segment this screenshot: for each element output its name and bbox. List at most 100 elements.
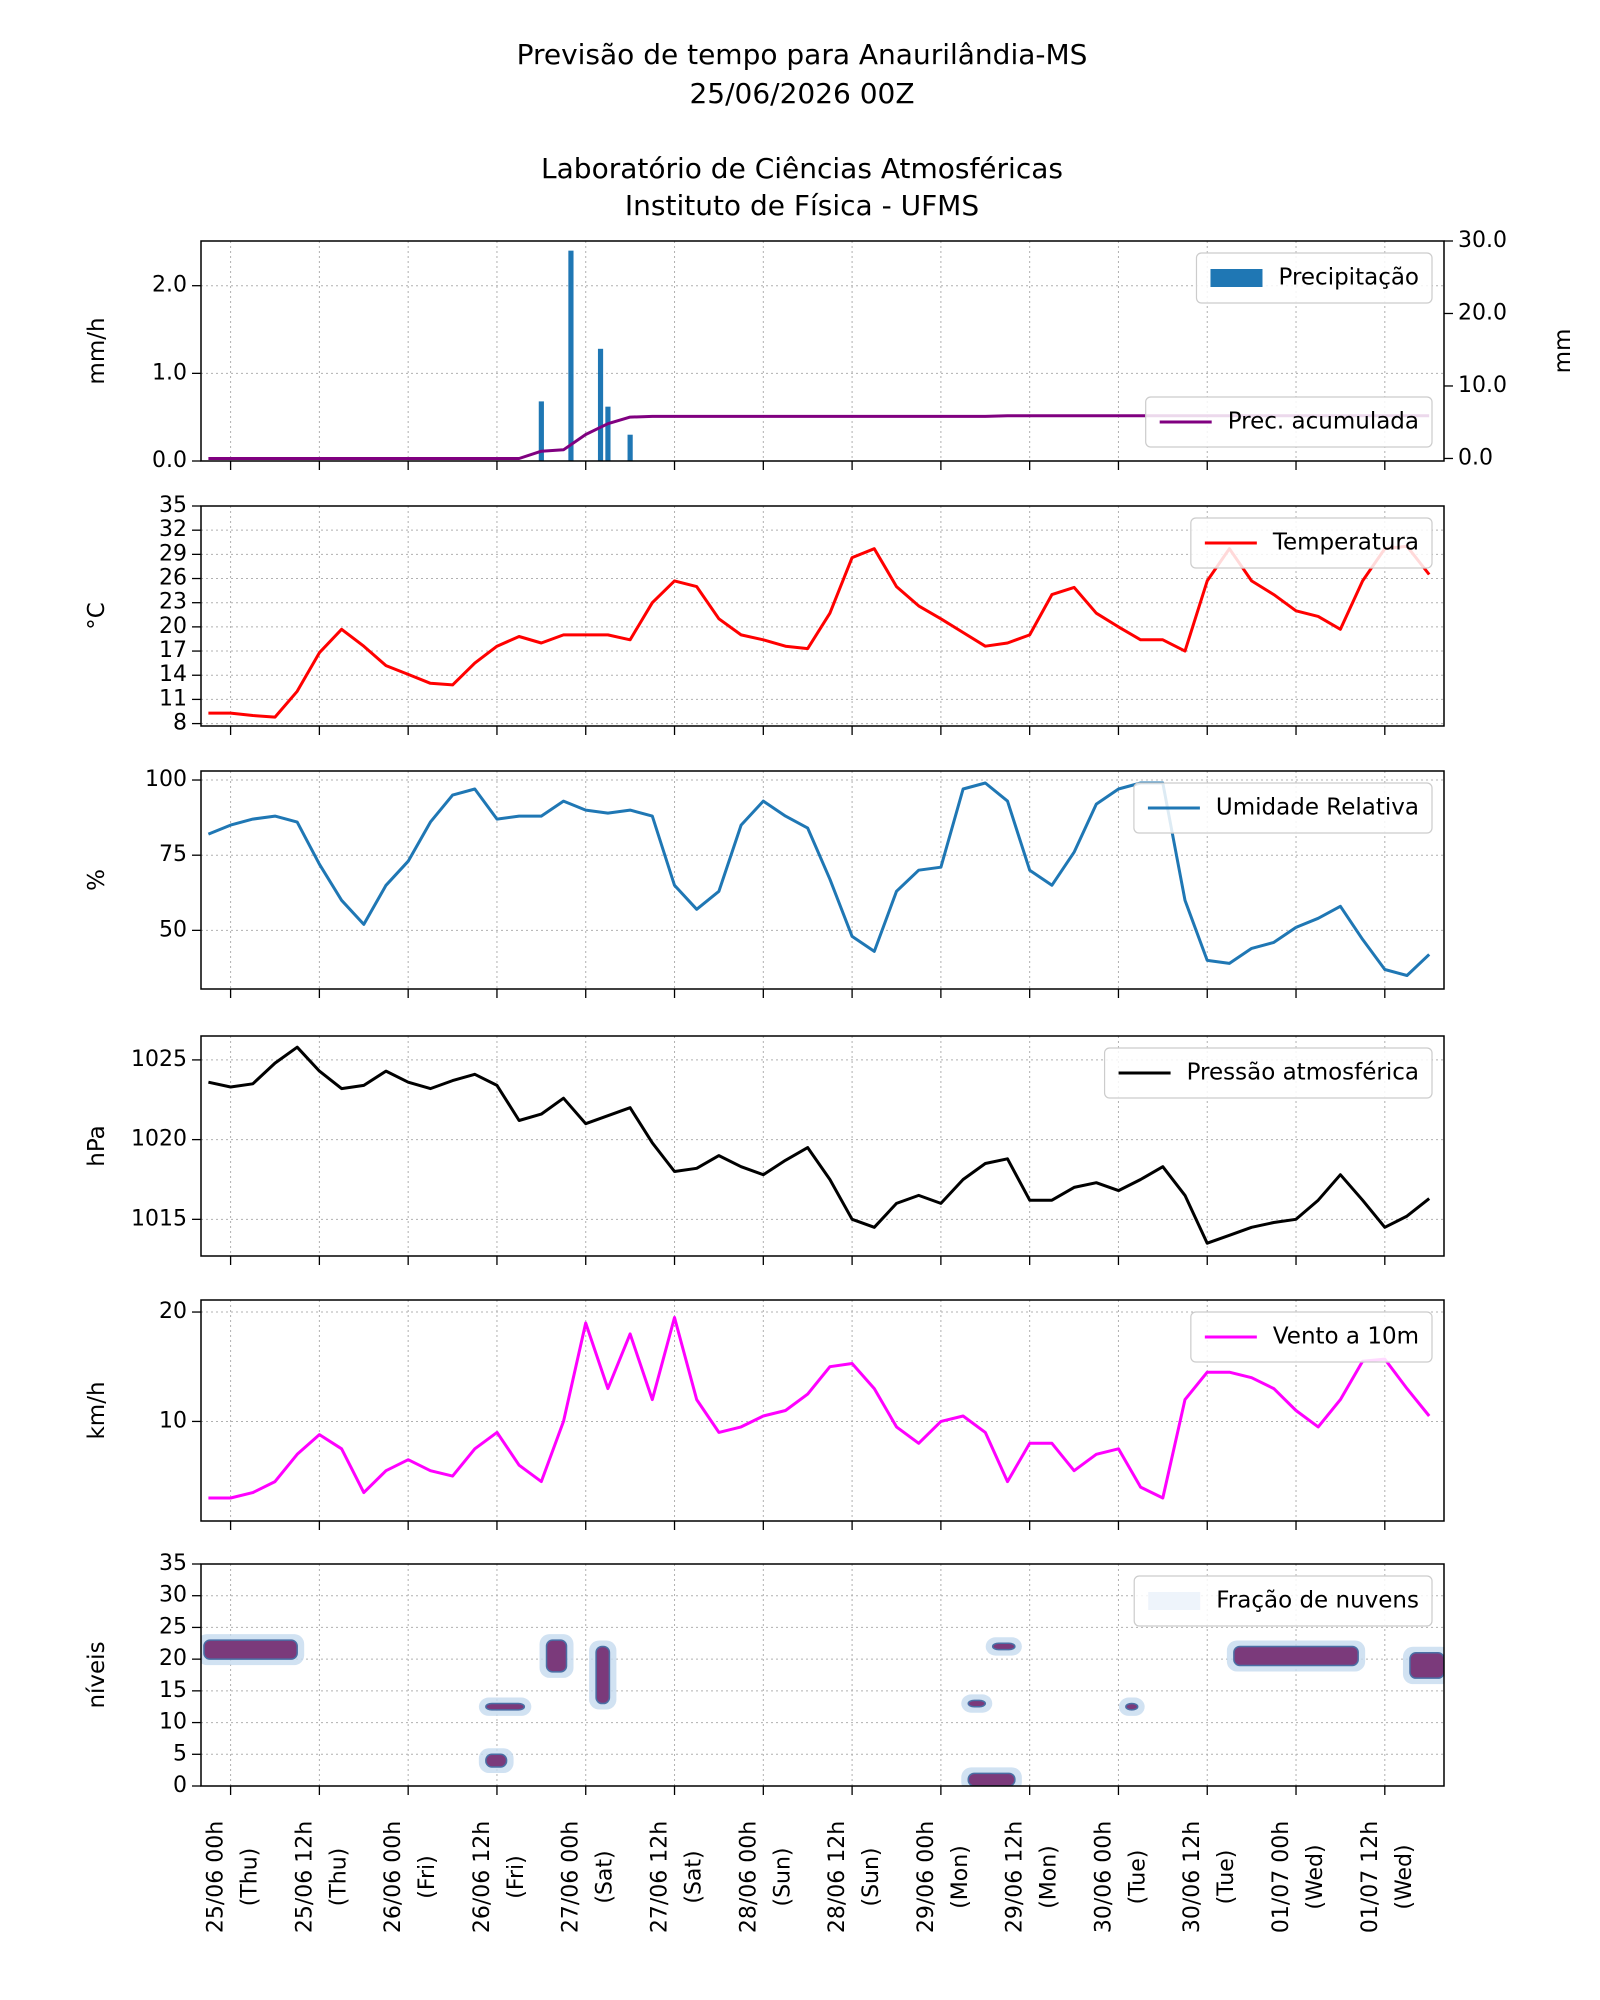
- y-tick-label: 100: [145, 767, 187, 792]
- cloud-patch: [545, 1639, 568, 1673]
- cloud-patch: [485, 1702, 526, 1711]
- y-tick-label: 20: [159, 1299, 187, 1324]
- series-line: [207, 781, 1431, 977]
- legend-label: Pressão atmosférica: [1187, 1060, 1419, 1086]
- x-tick-label: 01/07 12h (Wed): [1358, 1821, 1417, 1933]
- plot-area: [208, 1045, 1431, 1245]
- y-tick-label: 14: [159, 662, 187, 687]
- y2-tick-label: 0.0: [1458, 445, 1493, 470]
- plot-area: [207, 781, 1431, 977]
- legend-box: [1103, 1047, 1433, 1099]
- plot-area: [208, 1316, 1431, 1500]
- y-tick-label: 50: [159, 917, 187, 942]
- y-tick-label: 32: [159, 517, 187, 542]
- legend: Temperatura: [1190, 517, 1433, 569]
- legend-box: [1133, 782, 1433, 834]
- y-tick-label: 29: [159, 541, 187, 566]
- y-axis-label: mm/h: [84, 317, 110, 384]
- x-tick-label: 29/06 00h (Mon): [914, 1821, 973, 1933]
- precip-bar: [605, 406, 611, 461]
- institution: Laboratório de Ciências Atmosféricas: [541, 152, 1063, 185]
- series-line: [208, 1316, 1431, 1500]
- y-tick-label: 23: [159, 590, 187, 615]
- legend: Prec. acumulada: [1145, 396, 1433, 448]
- precip-bar: [538, 401, 544, 461]
- y-tick-label: 20: [159, 614, 187, 639]
- legend-box: [1190, 517, 1433, 569]
- y-tick-label: 25: [159, 1614, 187, 1639]
- y2-tick-label: 30.0: [1458, 228, 1507, 253]
- y-tick-label: 10: [159, 1710, 187, 1735]
- precip-bar: [568, 250, 574, 461]
- y-tick-label: 30: [159, 1583, 187, 1608]
- y-axis-label: níveis: [84, 1641, 110, 1708]
- x-tick-label: 30/06 12h (Tue): [1180, 1821, 1239, 1933]
- cloud-patch: [991, 1642, 1016, 1651]
- y-tick-label: 1015: [131, 1206, 187, 1231]
- precip-bar: [627, 434, 633, 461]
- x-tick-label: 30/06 00h (Tue): [1091, 1821, 1150, 1933]
- legend: Vento a 10m: [1190, 1311, 1433, 1363]
- axes-frame: [200, 1563, 1445, 1787]
- legend-box: [1195, 252, 1433, 304]
- cloud-patch: [967, 1772, 1016, 1786]
- legend-swatch: [1148, 1592, 1201, 1610]
- y-tick-label: 10: [159, 1408, 187, 1433]
- y-tick-label: 17: [159, 638, 187, 663]
- cloud-patch: [485, 1753, 508, 1768]
- cloud-patch: [1233, 1645, 1359, 1667]
- legend-box: [1190, 1311, 1433, 1363]
- y-axis-label: %: [84, 869, 110, 891]
- x-tick-label: 01/07 00h (Wed): [1269, 1821, 1328, 1933]
- institute: Instituto de Física - UFMS: [625, 189, 979, 222]
- legend-label: Precipitação: [1278, 265, 1419, 291]
- x-tick-label: 28/06 12h (Sun): [825, 1821, 884, 1933]
- x-tick-label: 25/06 00h (Thu): [204, 1821, 263, 1933]
- y-tick-label: 15: [159, 1678, 187, 1703]
- plot-area: [201, 1634, 1444, 1786]
- precip-bar: [597, 348, 604, 461]
- subtitle: 25/06/2026 00Z: [689, 77, 914, 110]
- y-tick-label: 35: [159, 493, 187, 518]
- axes-frame: [200, 505, 1445, 727]
- y2-tick-label: 20.0: [1458, 300, 1507, 325]
- legend: Pressão atmosférica: [1103, 1047, 1433, 1099]
- y-tick-label: 75: [159, 842, 187, 867]
- x-tick-label: 26/06 00h (Fri): [381, 1821, 440, 1933]
- title: Previsão de tempo para Anaurilândia-MS: [517, 38, 1088, 71]
- cloud-patch: [595, 1645, 611, 1705]
- legend-label: Umidade Relativa: [1216, 795, 1419, 821]
- legend-box: [1145, 396, 1433, 448]
- y-tick-label: 8: [173, 711, 187, 736]
- cloud-patch: [203, 1639, 298, 1660]
- legend: Umidade Relativa: [1133, 782, 1433, 834]
- y2-tick-label: 10.0: [1458, 373, 1507, 398]
- legend: Fração de nuvens: [1133, 1575, 1433, 1627]
- y-tick-label: 5: [173, 1741, 187, 1766]
- x-tick-label: 29/06 12h (Mon): [1003, 1821, 1062, 1933]
- y-tick-label: 35: [159, 1551, 187, 1576]
- y-tick-label: 1020: [131, 1127, 187, 1152]
- cloud-patch: [1409, 1652, 1444, 1679]
- legend-label: Temperatura: [1272, 530, 1419, 556]
- legend-label: Fração de nuvens: [1216, 1588, 1419, 1614]
- y-axis-label: °C: [84, 602, 110, 630]
- y-tick-label: 20: [159, 1646, 187, 1671]
- x-tick-label: 28/06 00h (Sun): [736, 1821, 795, 1933]
- y-tick-label: 2.0: [152, 273, 187, 298]
- legend-label: Prec. acumulada: [1228, 409, 1419, 435]
- legend-label: Vento a 10m: [1273, 1324, 1419, 1350]
- axes-frame: [200, 1299, 1445, 1522]
- cloud-patch: [967, 1699, 987, 1708]
- y2-axis-label: mm: [1550, 329, 1576, 374]
- y-tick-label: 0.0: [152, 448, 187, 473]
- axes-frame: [200, 240, 1445, 462]
- axes-frame: [200, 770, 1445, 990]
- legend-swatch: [1210, 269, 1263, 287]
- y-tick-label: 11: [159, 686, 187, 711]
- y-tick-label: 0: [173, 1773, 187, 1798]
- y-tick-label: 26: [159, 566, 187, 591]
- y-axis-label: km/h: [84, 1381, 110, 1439]
